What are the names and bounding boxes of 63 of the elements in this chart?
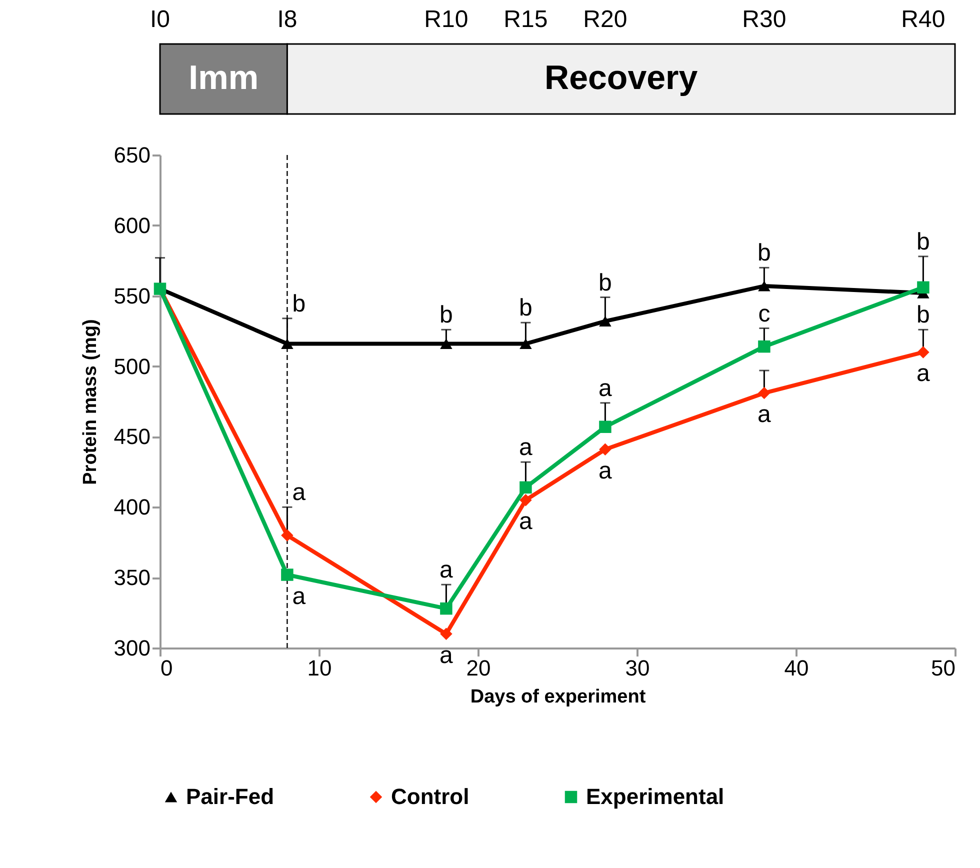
annotation: a: [598, 457, 613, 484]
point: [520, 338, 532, 350]
text: R30: [742, 6, 786, 33]
y-tick-label: 400: [114, 494, 150, 520]
y-tick-label: 300: [114, 636, 150, 660]
x-axis-title: Days of experiment: [470, 686, 646, 708]
point: [281, 338, 294, 350]
point: [520, 481, 532, 494]
annotation: a: [519, 434, 534, 462]
y-tick-label: 450: [114, 424, 150, 450]
annotation: a: [916, 360, 931, 388]
point: [440, 338, 452, 350]
y-tick-label: 600: [114, 212, 150, 238]
legend-label: Pair-Fed: [186, 784, 274, 809]
annotation: b: [519, 294, 532, 322]
annotation: b: [916, 302, 930, 329]
annotation: a: [598, 374, 613, 402]
point: [758, 386, 770, 400]
legend-label: Control: [391, 784, 470, 809]
x-tick-label: 40: [784, 656, 809, 680]
text: I0: [150, 6, 170, 33]
x-tick-label: 10: [307, 656, 332, 680]
text: R15: [504, 6, 548, 33]
point: [917, 346, 930, 358]
text: R40: [901, 6, 946, 33]
annotation: b: [916, 228, 930, 256]
text: R10: [424, 6, 468, 33]
x-tick-label: 30: [625, 656, 650, 680]
annotation: b: [440, 302, 453, 329]
text: R20: [583, 6, 628, 33]
point: [281, 568, 294, 581]
annotation: a: [292, 479, 306, 506]
annotation: a: [758, 401, 772, 428]
text: I8: [277, 6, 298, 33]
y-tick-label: 500: [114, 354, 150, 379]
point: [758, 340, 770, 353]
point: [520, 494, 532, 506]
point: [440, 628, 452, 640]
annotation: b: [292, 290, 306, 318]
y-tick-label: 550: [114, 283, 150, 308]
x-tick-label: 50: [931, 656, 956, 680]
y-tick-label: 650: [114, 142, 150, 168]
annotation: a: [292, 582, 306, 610]
point: [599, 443, 612, 456]
y-axis-title: Protein mass (mg): [80, 319, 101, 485]
annotation: a: [440, 556, 454, 584]
point: [440, 602, 452, 615]
point: [599, 316, 612, 327]
annotation: b: [758, 240, 771, 267]
x-tick-label: 0: [160, 656, 173, 680]
annotation: a: [519, 508, 534, 536]
series-label: Recovery: [544, 59, 698, 97]
annotation: c: [758, 300, 770, 328]
point: [758, 280, 770, 292]
series-label: Imm: [188, 59, 259, 97]
legend-label: Experimental: [586, 784, 724, 809]
x-tick-label: 20: [466, 656, 491, 680]
annotation: b: [598, 269, 612, 296]
point: [917, 281, 930, 294]
point: [599, 420, 612, 433]
point: [281, 529, 294, 542]
y-tick-label: 350: [114, 565, 150, 590]
annotation: a: [440, 642, 454, 669]
